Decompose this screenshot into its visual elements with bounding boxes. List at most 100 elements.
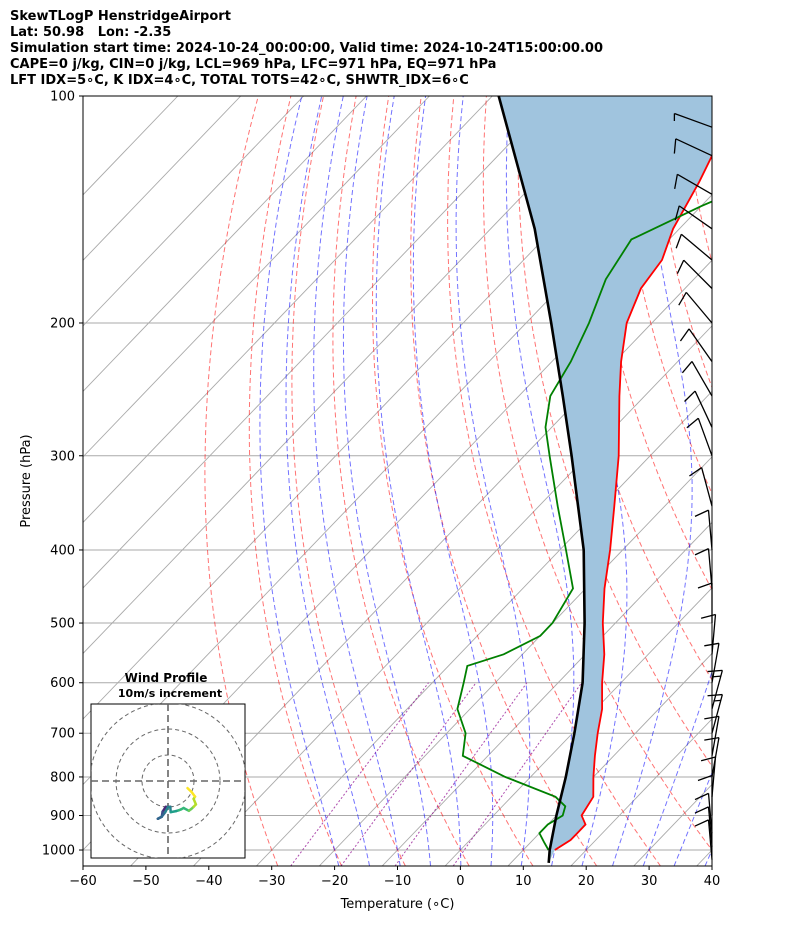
wind-barb: [684, 390, 713, 428]
y-tick-label: 700: [50, 727, 75, 742]
wind-barb-staff: [678, 205, 713, 230]
y-tick-label: 200: [50, 316, 75, 331]
x-tick-label: 10: [515, 874, 532, 889]
wind-barb-staff: [677, 173, 713, 195]
y-tick-label: 500: [50, 617, 75, 632]
wind-barb-staff: [707, 510, 713, 551]
wind-barb-staff: [707, 806, 713, 847]
wind-barb: [679, 328, 713, 362]
temperature-line: [554, 153, 712, 851]
inset-subtitle: 10m/s increment: [118, 687, 222, 700]
wind-barb-staff: [674, 112, 713, 128]
cape-shading: [498, 96, 712, 863]
wind-barb-flag: [694, 509, 709, 517]
isotherm: [83, 96, 242, 261]
dry-adiabat: [410, 96, 598, 866]
wind-barb: [700, 756, 717, 797]
inset-title: Wind Profile: [125, 671, 208, 685]
hodograph-segment: [186, 786, 193, 794]
wind-barb-flag: [700, 756, 716, 762]
x-tick-label: 40: [704, 874, 721, 889]
x-tick-label: 30: [641, 874, 658, 889]
wind-barb: [707, 669, 723, 710]
moist-adiabat: [704, 848, 712, 866]
wind-barb-flag: [681, 361, 693, 374]
dry-adiabat: [681, 96, 712, 264]
moist-adiabat: [285, 96, 371, 866]
wind-barb: [704, 642, 720, 683]
wind-barb: [694, 509, 713, 551]
wind-barb-flag: [704, 736, 720, 741]
cape-fill-area: [498, 96, 712, 863]
wind-barb-staff: [711, 614, 717, 655]
wind-barb: [704, 736, 720, 778]
wind-barb-staff: [707, 819, 713, 860]
wind-barb: [673, 112, 713, 128]
wind-barb: [681, 361, 713, 397]
wind-barb-flag: [694, 806, 709, 814]
title-line-times: Simulation start time: 2024-10-24_00:00:…: [10, 41, 603, 56]
wind-barb-staff: [701, 467, 713, 507]
title-line-indices: CAPE=0 j/kg, CIN=0 j/kg, LCL=969 hPa, LF…: [10, 57, 497, 72]
mixing-ratio-line: [394, 682, 528, 866]
wind-barb-staff: [683, 259, 713, 289]
parcel-line: [497, 96, 586, 864]
wind-barb-flag: [684, 390, 696, 402]
isotherm: [760, 96, 794, 866]
wind-barb-flag: [676, 259, 685, 274]
x-tick-label: −60: [69, 874, 96, 889]
isotherm: [570, 718, 712, 866]
isotherm: [318, 456, 712, 866]
dry-adiabat: [248, 96, 343, 866]
wind-barb: [707, 693, 723, 734]
wind-barb-flag: [697, 582, 713, 589]
wind-barb-flag: [704, 642, 720, 647]
wind-barb-flag: [673, 138, 677, 154]
wind-barb-staff: [680, 233, 713, 261]
wind-barb-staff: [707, 793, 713, 834]
wind-barb: [694, 806, 713, 847]
wind-barb: [697, 582, 713, 623]
dry-adiabat: [447, 96, 661, 866]
wind-barb-flag: [674, 174, 678, 190]
moist-adiabat: [375, 96, 462, 866]
y-tick-label: 1000: [42, 844, 75, 859]
wind-barb: [676, 259, 713, 289]
moist-adiabat: [259, 96, 340, 866]
wind-barb-flag: [707, 693, 723, 697]
wind-barb-flag: [694, 819, 709, 827]
moist-adiabat: [313, 96, 401, 866]
isotherm: [507, 652, 712, 866]
wind-barb: [674, 205, 713, 230]
wind-barb-staff: [685, 291, 713, 324]
wind-barb-flag: [700, 613, 716, 619]
moist-adiabat: [412, 96, 494, 866]
wind-barb-half-flag: [713, 675, 721, 678]
x-tick-label: −30: [258, 874, 285, 889]
isotherm: [444, 587, 712, 866]
mixing-ratio-line: [452, 682, 583, 866]
title-line-station: SkewTLogP HenstridgeAirport: [10, 9, 231, 24]
isotherm: [696, 849, 712, 866]
y-tick-label: 900: [50, 809, 75, 824]
title-line-coordinates: Lat: 50.98 Lon: -2.35: [10, 25, 172, 40]
isotherm: [83, 96, 304, 327]
wind-barb-flag: [675, 234, 682, 249]
moist-adiabat: [342, 96, 431, 866]
dry-adiabat: [204, 96, 279, 866]
moist-adiabat: [612, 96, 693, 866]
wind-barb-flag: [674, 205, 680, 221]
isotherm: [83, 96, 493, 524]
isotherm: [256, 390, 712, 866]
isotherm: [83, 96, 367, 393]
inset-plot-area: [91, 704, 245, 858]
moist-adiabat: [642, 670, 712, 866]
wind-barb: [675, 233, 713, 261]
wind-barb-flag: [694, 548, 709, 556]
y-tick-label: 600: [50, 676, 75, 691]
wind-barb-flag: [679, 328, 690, 342]
wind-barb: [673, 138, 713, 157]
wind-barb-flag: [707, 669, 723, 673]
x-tick-label: −20: [321, 874, 348, 889]
wind-barb-flag: [697, 774, 713, 782]
